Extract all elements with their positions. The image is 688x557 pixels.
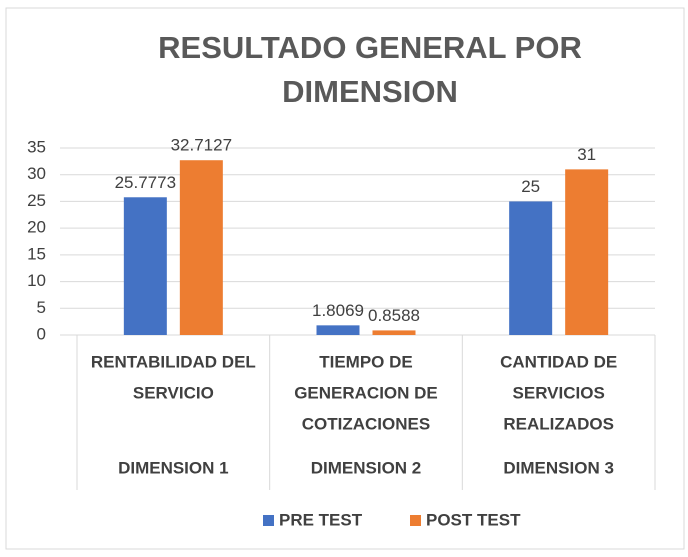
legend-label: POST TEST xyxy=(426,510,521,529)
x-tick-label: TIEMPO DE xyxy=(319,352,413,371)
x-tick-label: GENERACION DE xyxy=(294,383,438,402)
legend-swatch xyxy=(263,515,274,526)
y-tick-label: 25 xyxy=(27,191,46,210)
bar xyxy=(565,169,609,335)
legend-label: PRE TEST xyxy=(279,510,363,529)
bar xyxy=(509,201,553,335)
y-tick-label: 5 xyxy=(37,298,46,317)
chart-title: RESULTADO GENERAL POR xyxy=(158,30,582,65)
data-label: 1.8069 xyxy=(312,301,364,320)
x-tick-label: COTIZACIONES xyxy=(302,414,430,433)
x-tick-label: SERVICIO xyxy=(133,383,214,402)
bar xyxy=(179,160,223,335)
x-tick-label: RENTABILIDAD DEL xyxy=(91,352,256,371)
x-tick-label: REALIZADOS xyxy=(503,414,614,433)
y-tick-label: 20 xyxy=(27,218,46,237)
group-label: DIMENSION 3 xyxy=(503,458,614,477)
data-label: 25 xyxy=(521,177,540,196)
legend-swatch xyxy=(410,515,421,526)
data-label: 25.7773 xyxy=(115,173,176,192)
data-label: 31 xyxy=(577,145,596,164)
y-tick-label: 10 xyxy=(27,271,46,290)
bar xyxy=(123,197,167,335)
y-tick-label: 35 xyxy=(27,137,46,156)
y-tick-label: 0 xyxy=(37,324,46,343)
group-label: DIMENSION 2 xyxy=(311,458,422,477)
x-tick-label: CANTIDAD DE xyxy=(500,352,617,371)
group-label: DIMENSION 1 xyxy=(118,458,229,477)
data-label: 0.8588 xyxy=(368,306,420,325)
bar xyxy=(372,330,416,335)
y-tick-label: 30 xyxy=(27,164,46,183)
x-tick-label: SERVICIOS xyxy=(513,383,605,402)
chart-title: DIMENSION xyxy=(282,74,458,109)
data-label: 32.7127 xyxy=(171,136,232,155)
y-tick-label: 15 xyxy=(27,244,46,263)
bar xyxy=(316,325,360,335)
